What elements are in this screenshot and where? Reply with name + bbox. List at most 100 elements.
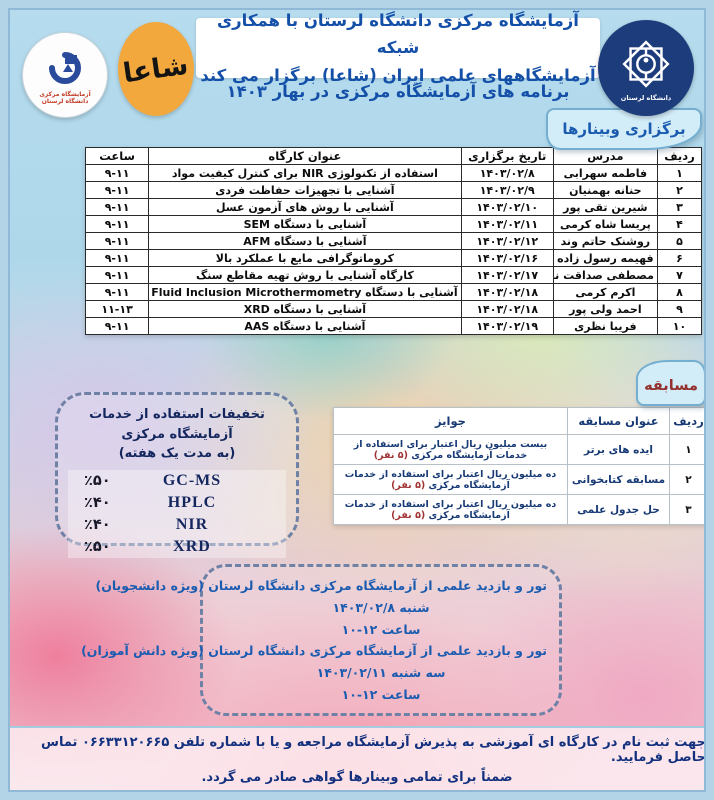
discounts-title-line2: (به مدت یک هفته) xyxy=(118,446,236,461)
discount-instrument-name: GC-MS xyxy=(162,471,222,489)
tour-line: تور و بازدید علمی از آزمایشگاه مرکزی دان… xyxy=(95,578,547,593)
webinar-date: ۱۴۰۳/۰۲/۱۹ xyxy=(460,317,554,335)
tour-line-text: تور و بازدید علمی از آزمایشگاه مرکزی دان… xyxy=(95,578,547,594)
tour-line-number: ۱۴۰۳/۰۲/۸ xyxy=(332,599,396,615)
webinar-row: ۱۰ فریبا نظری ۱۴۰۳/۰۲/۱۹ آشنایی با دستگا… xyxy=(84,317,703,335)
webinar-time: ۹-۱۱ xyxy=(84,266,150,284)
webinar-instructor: اکرم کرمی xyxy=(552,283,658,301)
competition-row: ۳ حل جدول علمی ده میلیون ریال اعتبار برا… xyxy=(333,494,708,525)
discount-item: ٪۴۰ HPLC xyxy=(68,491,286,514)
title-line2: آزمایشگاههای علمی ایران (شاعا) برگزار می… xyxy=(200,65,596,85)
col-row: ردیف xyxy=(656,147,703,165)
webinars-header-row: ردیف مدرس تاریخ برگزاری عنوان کارگاه ساع… xyxy=(84,147,703,165)
competition-banner: مسابقه xyxy=(636,360,706,406)
webinar-row-number: ۸ xyxy=(656,283,703,301)
tour-line: ساعت ۱۰-۱۲ xyxy=(215,687,547,702)
tour-line: سه شنبه ۱۴۰۳/۰۲/۱۱ xyxy=(215,665,547,680)
tour-line-text: ساعت xyxy=(381,686,421,702)
tour-line-number: ۱۰-۱۲ xyxy=(341,686,378,702)
webinar-instructor: فریبا نظری xyxy=(552,317,658,335)
col-title: عنوان کارگاه xyxy=(148,147,462,165)
lab-logo-caption-line2: دانشگاه لرستان xyxy=(41,98,89,105)
discount-item: ٪۵۰ GC-MS xyxy=(68,469,286,492)
col-time: ساعت xyxy=(84,147,150,165)
webinar-row-number: ۲ xyxy=(656,181,703,199)
university-logo-caption: دانشگاه لرستان xyxy=(620,93,672,102)
shaa-network-logo: شاعا xyxy=(118,22,194,116)
competition-row-number: ۱ xyxy=(669,434,708,465)
prize-text: ده میلیون ریال اعتبار برای استفاده از خد… xyxy=(344,468,557,491)
competition-header-row: ردیف عنوان مسابقه جوایز xyxy=(333,407,708,435)
discount-item: ٪۴۰ NIR xyxy=(68,513,286,536)
webinar-instructor: روشنک حاتم وند xyxy=(552,232,658,250)
webinar-date: ۱۴۰۳/۰۲/۱۰ xyxy=(460,198,554,216)
webinar-row: ۶ فهیمه رسول زاده ۱۴۰۳/۰۲/۱۶ کروماتوگراف… xyxy=(84,249,703,267)
webinar-row-number: ۶ xyxy=(656,249,703,267)
webinar-row-number: ۴ xyxy=(656,215,703,233)
university-emblem-icon xyxy=(622,39,670,88)
webinar-time: ۹-۱۱ xyxy=(84,249,150,267)
col-instructor: مدرس xyxy=(552,147,658,165)
discount-percent: ٪۵۰ xyxy=(84,472,111,489)
footer-note: جهت ثبت نام در کارگاه ای آموزشی به پذیرش… xyxy=(8,726,706,792)
webinar-date: ۱۴۰۳/۰۲/۱۷ xyxy=(460,266,554,284)
webinar-title: استفاده از تکنولوژی NIR برای کنترل کیفیت… xyxy=(148,164,462,182)
lab-logo-caption-line1: آزمایشگاه مرکزی xyxy=(39,90,91,98)
tour-line: شنبه ۱۴۰۳/۰۲/۸ xyxy=(215,600,547,615)
tour-line-text: ساعت xyxy=(381,621,421,637)
discounts-box: تخفیفات استفاده از خدمات آزمایشگاه مرکزی… xyxy=(55,392,299,558)
footer-certificate-line: ضمناً برای تمامی وبینارها گواهی صادر می … xyxy=(201,769,513,785)
discount-instrument-name: HPLC xyxy=(167,493,217,511)
webinar-date: ۱۴۰۳/۰۲/۱۸ xyxy=(460,283,554,301)
competition-row-number: ۲ xyxy=(669,464,708,495)
webinar-row-number: ۱۰ xyxy=(656,317,703,335)
webinar-title: آشنایی با دستگاه SEM xyxy=(148,215,462,233)
webinar-date: ۱۴۰۳/۰۲/۱۶ xyxy=(460,249,554,267)
webinar-title: آشنایی با دستگاه AAS xyxy=(148,317,462,335)
discount-percent: ٪۵۰ xyxy=(84,538,111,555)
webinar-date: ۱۴۰۳/۰۲/۹ xyxy=(460,181,554,199)
col-date: تاریخ برگزاری xyxy=(460,147,554,165)
discount-instrument-name: XRD xyxy=(173,537,211,555)
col-contest-prize: جوایز xyxy=(333,407,568,435)
competition-row: ۲ مسابقه کتابخوانی ده میلیون ریال اعتبار… xyxy=(333,464,708,495)
tour-line: تور و بازدید علمی از آزمایشگاه مرکزی دان… xyxy=(81,643,547,658)
webinar-instructor: پریسا شاه کرمی xyxy=(552,215,658,233)
webinar-date: ۱۴۰۳/۰۲/۱۲ xyxy=(460,232,554,250)
webinar-time: ۹-۱۱ xyxy=(84,283,150,301)
competition-title: مسابقه کتابخوانی xyxy=(567,464,670,495)
webinar-row: ۹ احمد ولی پور ۱۴۰۳/۰۲/۱۸ آشنایی با دستگ… xyxy=(84,300,703,318)
webinar-title: آشنایی با روش های آزمون عسل xyxy=(148,198,462,216)
webinar-title: آشنایی با دستگاه AFM xyxy=(148,232,462,250)
webinar-row: ۵ روشنک حاتم وند ۱۴۰۳/۰۲/۱۲ آشنایی با دس… xyxy=(84,232,703,250)
webinar-time: ۹-۱۱ xyxy=(84,164,150,182)
webinar-row: ۱ فاطمه سهرابی ۱۴۰۳/۰۲/۸ استفاده از تکنو… xyxy=(84,164,703,182)
central-lab-logo: آزمایشگاه مرکزی دانشگاه لرستان xyxy=(22,32,108,118)
title-line1: آزمایشگاه مرکزی دانشگاه لرستان با همکاری… xyxy=(217,11,579,58)
poster-subtitle: برنامه های آزمایشگاه مرکزی در بهار ۱۴۰۳ xyxy=(226,82,570,101)
webinar-instructor: مصطفی صداقت نیا xyxy=(552,266,658,284)
webinar-row-number: ۳ xyxy=(656,198,703,216)
discount-item: ٪۵۰ XRD xyxy=(68,535,286,558)
prize-winner-count: (۵ نفر) xyxy=(373,449,408,461)
tour-line: ساعت ۱۰-۱۲ xyxy=(215,622,547,637)
competition-row: ۱ ایده های برتر بیست میلیون ریال اعتبار … xyxy=(333,434,708,465)
col-contest-row: ردیف xyxy=(669,407,708,435)
competition-prize: ده میلیون ریال اعتبار برای استفاده از خد… xyxy=(333,464,568,495)
webinar-time: ۹-۱۱ xyxy=(84,317,150,335)
webinar-instructor: شیرین تقی پور xyxy=(552,198,658,216)
webinar-time: ۹-۱۱ xyxy=(84,198,150,216)
webinar-row: ۴ پریسا شاه کرمی ۱۴۰۳/۰۲/۱۱ آشنایی با دس… xyxy=(84,215,703,233)
prize-text: ده میلیون ریال اعتبار برای استفاده از خد… xyxy=(344,498,557,521)
discount-instrument-name: NIR xyxy=(175,515,209,533)
competition-prize: بیست میلیون ریال اعتبار برای استفاده از … xyxy=(333,434,568,465)
competition-prize: ده میلیون ریال اعتبار برای استفاده از خد… xyxy=(333,494,568,525)
tour-line-text: تور و بازدید علمی از آزمایشگاه مرکزی دان… xyxy=(81,643,547,659)
competition-title: حل جدول علمی xyxy=(567,494,670,525)
webinar-title: آشنایی با دستگاه XRD xyxy=(148,300,462,318)
tour-line-text: شنبه xyxy=(399,599,430,615)
webinar-row-number: ۹ xyxy=(656,300,703,318)
discounts-title-line1: تخفیفات استفاده از خدمات آزمایشگاه مرکزی xyxy=(89,407,265,442)
webinar-instructor: احمد ولی پور xyxy=(552,300,658,318)
discount-percent: ٪۴۰ xyxy=(84,494,111,511)
